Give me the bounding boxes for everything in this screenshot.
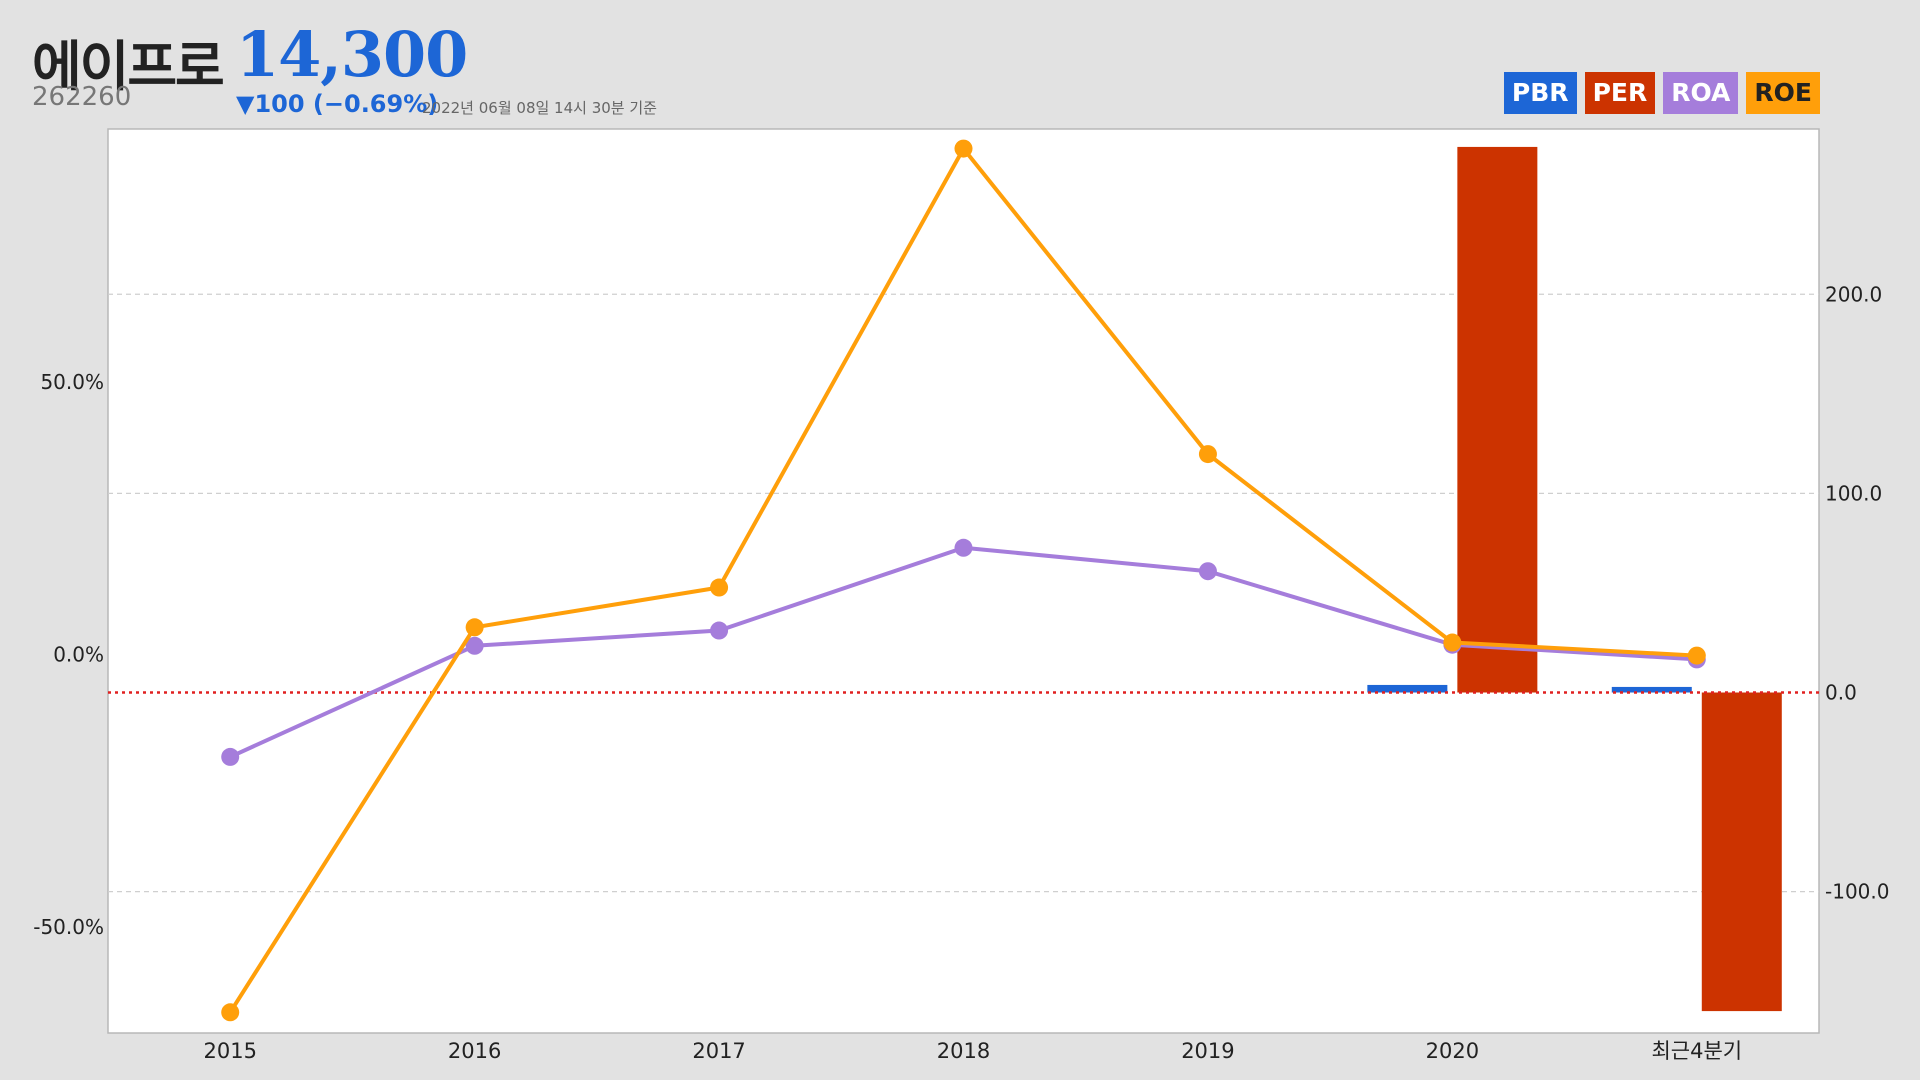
bar-per: [1701, 692, 1782, 1012]
legend-roe[interactable]: ROE: [1746, 72, 1820, 114]
x-axis-tick-label: 2017: [692, 1039, 745, 1063]
price-change: ▼100 (−0.69%): [236, 90, 439, 118]
right-axis-tick-label: 0.0: [1825, 681, 1857, 705]
point-roe: [1198, 445, 1217, 464]
right-axis-tick-label: 100.0: [1825, 481, 1882, 505]
bar-per: [1457, 146, 1538, 693]
point-roe: [1443, 633, 1462, 652]
as-of-timestamp: 2022년 06월 08일 14시 30분 기준: [422, 99, 657, 117]
legend-roa[interactable]: ROA: [1663, 72, 1739, 114]
point-roe: [954, 139, 973, 158]
point-roe: [710, 578, 729, 597]
x-axis-tick-label: 2020: [1426, 1039, 1479, 1063]
point-roa: [1198, 562, 1217, 581]
right-axis-tick-label: 200.0: [1825, 282, 1882, 306]
company-name: 에이프로: [32, 35, 225, 98]
x-axis-tick-label: 2019: [1181, 1039, 1234, 1063]
bar-pbr: [1367, 684, 1448, 693]
x-axis-tick-label: 최근4분기: [1651, 1039, 1742, 1063]
right-axis-tick-label: -100.0: [1825, 880, 1889, 904]
x-axis-tick-label: 2018: [937, 1039, 990, 1063]
left-axis-tick-label: -50.0%: [33, 915, 104, 939]
point-roa: [954, 538, 973, 557]
point-roa: [465, 636, 484, 655]
left-axis-tick-label: 0.0%: [53, 643, 104, 667]
bar-pbr: [1611, 686, 1692, 693]
legend-per[interactable]: PER: [1584, 72, 1656, 114]
point-roe: [465, 618, 484, 637]
x-axis-tick-label: 2015: [203, 1039, 256, 1063]
ticker-code: 262260: [32, 82, 132, 112]
current-price: 14,300: [236, 18, 468, 91]
point-roe: [221, 1003, 240, 1022]
left-axis-tick-label: 50.0%: [40, 370, 104, 394]
point-roa: [710, 621, 729, 640]
legend-pbr[interactable]: PBR: [1503, 72, 1577, 114]
point-roe: [1687, 646, 1706, 665]
plot-area: [107, 128, 1820, 1034]
point-roa: [221, 747, 240, 766]
chart-legend: PBR PER ROA ROE: [1503, 72, 1820, 114]
x-axis-tick-label: 2016: [448, 1039, 501, 1063]
